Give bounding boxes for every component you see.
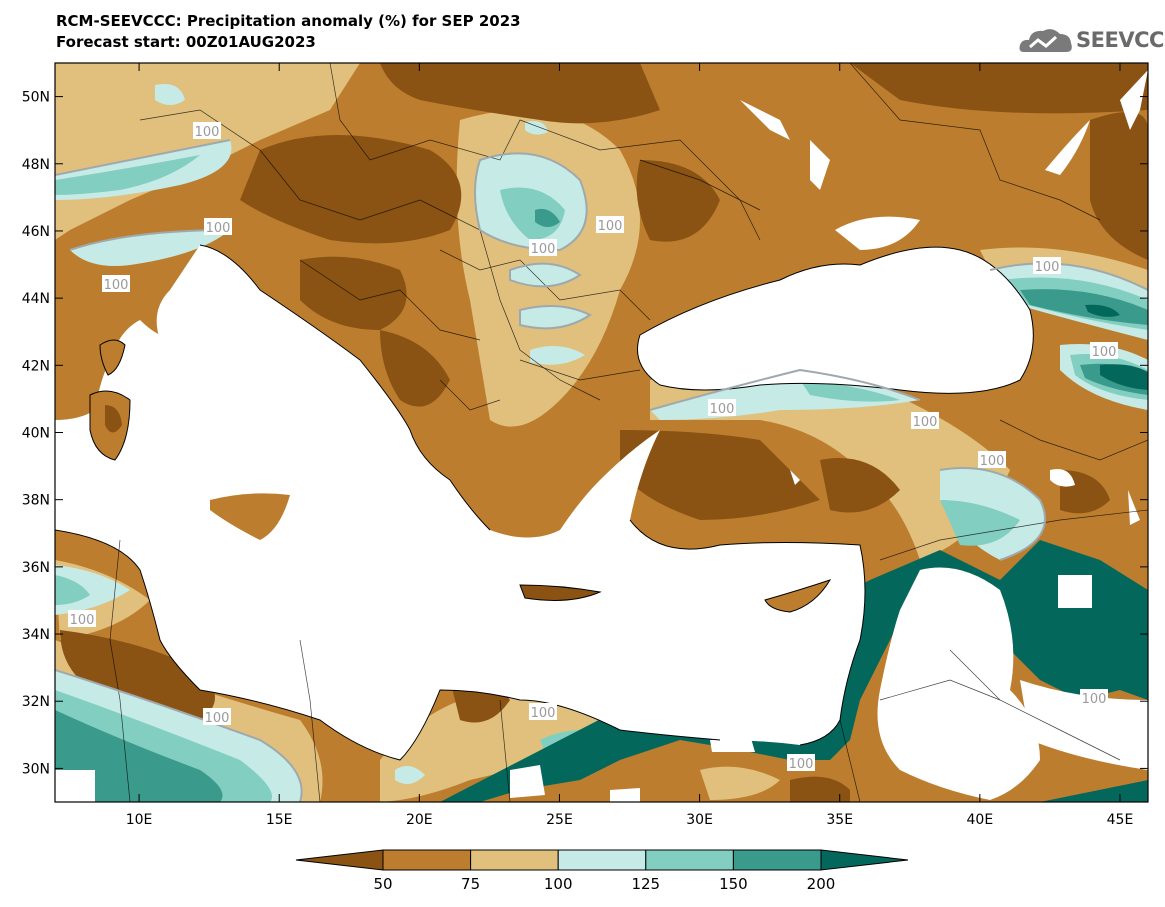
contour-label: 100 — [104, 278, 129, 293]
colorbar-swatch — [557, 849, 647, 871]
colorbar-label: 200 — [807, 875, 836, 893]
lon-tick-label: 10E — [126, 812, 153, 828]
colorbar-swatch — [295, 849, 384, 871]
logo-text: SEEVCCC — [1076, 28, 1165, 52]
contour-label: 100 — [1082, 692, 1107, 707]
lon-tick-label: 15E — [266, 812, 293, 828]
colorbar: 50 75 100 125 150 200 — [295, 849, 909, 893]
contour-100-lines — [55, 139, 1148, 802]
coastlines — [55, 244, 1034, 761]
lat-tick-label: 32N — [22, 694, 50, 710]
lon-tick-label: 35E — [826, 812, 853, 828]
seevccc-logo: SEEVCCC — [1016, 20, 1165, 60]
contour-label: 100 — [710, 402, 735, 417]
lat-tick-label: 30N — [22, 761, 50, 777]
contour-label: 100 — [1092, 345, 1117, 360]
colorbar-label: 150 — [719, 875, 748, 893]
lat-tick-label: 36N — [22, 560, 50, 576]
contour-label: 100 — [913, 415, 938, 430]
country-borders — [109, 63, 1148, 802]
colorbar-swatch — [732, 849, 822, 871]
contour-label: 100 — [980, 454, 1005, 469]
lat-tick-label: 42N — [22, 358, 50, 374]
latitude-axis: 30N 32N 34N 36N 38N 40N 42N 44N 46N 48N 50N — [22, 90, 1148, 777]
colorbar-swatch — [470, 849, 559, 871]
lat-tick-label: 40N — [22, 426, 50, 442]
contour-label: 100 — [531, 706, 556, 721]
lat-tick-label: 48N — [22, 157, 50, 173]
map-field: 100 100 100 100 100 100 100 100 100 100 … — [55, 63, 1148, 802]
lon-tick-label: 20E — [406, 812, 433, 828]
contour-labels: 100 100 100 100 100 100 100 100 100 100 … — [68, 122, 1118, 772]
lat-tick-label: 34N — [22, 627, 50, 643]
forecast-start: Forecast start: 00Z01AUG2023 — [56, 33, 316, 51]
contour-label: 100 — [598, 219, 623, 234]
contour-label: 100 — [206, 221, 231, 236]
colorbar-label: 50 — [373, 875, 392, 893]
lat-tick-label: 38N — [22, 493, 50, 509]
colorbar-swatch — [382, 849, 472, 871]
contour-label: 100 — [531, 242, 556, 257]
map-title: RCM-SEEVCCC: Precipitation anomaly (%) f… — [56, 12, 521, 30]
lat-tick-label: 44N — [22, 291, 50, 307]
sea-mask — [55, 70, 1148, 802]
lat-tick-label: 46N — [22, 224, 50, 240]
contour-label: 100 — [70, 613, 95, 628]
contour-label: 100 — [205, 711, 230, 726]
colorbar-label: 75 — [461, 875, 480, 893]
islands — [90, 340, 830, 612]
contour-label: 100 — [789, 757, 814, 772]
contour-label: 100 — [195, 125, 220, 140]
colorbar-label: 100 — [544, 875, 573, 893]
lon-tick-label: 40E — [967, 812, 994, 828]
colorbar-swatch — [820, 849, 909, 871]
lon-tick-label: 30E — [686, 812, 713, 828]
colorbar-swatch — [645, 849, 734, 871]
lat-tick-label: 50N — [22, 90, 50, 106]
lon-tick-label: 45E — [1107, 812, 1134, 828]
longitude-axis: 10E 15E 20E 25E 30E 35E 40E 45E — [126, 63, 1134, 828]
lon-tick-label: 25E — [546, 812, 573, 828]
contour-label: 100 — [1035, 260, 1060, 275]
cloud-logo-icon — [1019, 29, 1072, 52]
band-below-50 — [60, 63, 1148, 802]
colorbar-label: 125 — [631, 875, 660, 893]
